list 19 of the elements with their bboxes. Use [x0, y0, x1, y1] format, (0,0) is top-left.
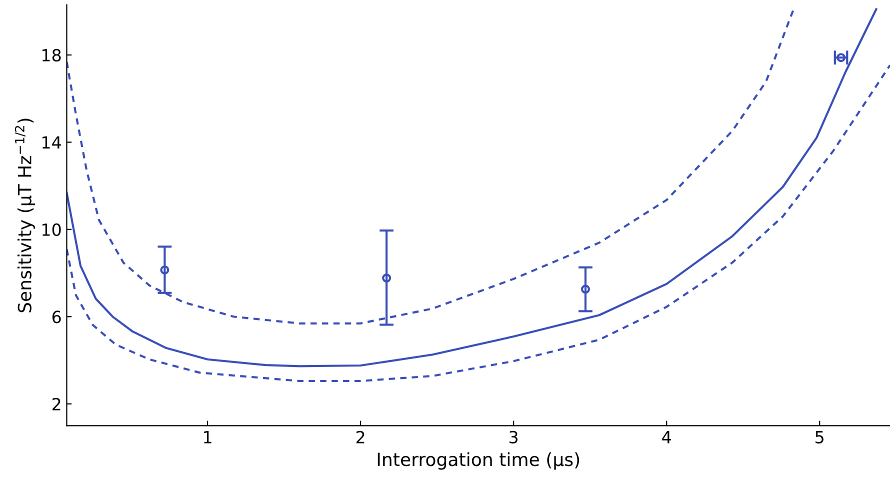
line-series: [66, 8, 878, 368]
x-tick-label: 5: [816, 431, 824, 444]
x-tick-label: 2: [356, 430, 364, 444]
y-axis-title: Sensitivity (µT Hz$^{−1/2}$): [14, 118, 35, 312]
x-tick-label: 1: [204, 431, 212, 444]
line-series: [66, 64, 890, 382]
y-tick-label: 6: [52, 310, 61, 324]
x-tick-label: 4: [662, 431, 671, 444]
line-series: [66, 8, 795, 324]
y-tick-label: 10: [42, 223, 61, 236]
x-axis-title: Interrogation time (µs): [378, 452, 580, 470]
point: [836, 53, 846, 62]
point: [382, 274, 392, 283]
point: [580, 284, 590, 294]
point: [160, 265, 170, 274]
y-tick-label: 18: [42, 48, 61, 62]
y-tick-label: 2: [52, 398, 60, 410]
y-tick-label: 14: [42, 136, 61, 149]
x-tick-label: 3: [510, 430, 518, 444]
